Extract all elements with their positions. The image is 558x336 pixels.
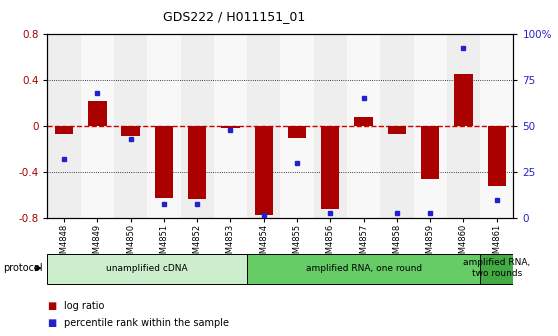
Bar <box>480 254 513 284</box>
Bar <box>321 126 339 209</box>
Text: amplified RNA,
two rounds: amplified RNA, two rounds <box>463 258 530 278</box>
Bar <box>247 34 280 218</box>
Bar <box>147 34 181 218</box>
Bar <box>480 34 513 218</box>
Bar <box>354 117 373 126</box>
Text: ■: ■ <box>47 301 57 311</box>
Bar <box>47 34 81 218</box>
Bar <box>214 34 247 218</box>
Text: log ratio: log ratio <box>64 301 104 311</box>
Bar <box>81 34 114 218</box>
Text: GDS222 / H011151_01: GDS222 / H011151_01 <box>163 10 305 23</box>
Text: unamplified cDNA: unamplified cDNA <box>107 264 188 272</box>
Bar <box>47 254 247 284</box>
Bar <box>314 34 347 218</box>
Text: amplified RNA, one round: amplified RNA, one round <box>306 264 422 272</box>
Bar <box>114 34 147 218</box>
Bar <box>380 34 413 218</box>
Bar <box>347 34 380 218</box>
Bar <box>188 126 206 199</box>
Bar <box>488 126 506 186</box>
Bar <box>388 126 406 134</box>
Bar <box>88 100 107 126</box>
Bar <box>288 126 306 137</box>
Bar <box>421 126 439 179</box>
Bar <box>447 34 480 218</box>
Bar <box>413 34 447 218</box>
Bar <box>454 74 473 126</box>
Bar <box>122 126 140 136</box>
Bar <box>280 34 314 218</box>
Text: percentile rank within the sample: percentile rank within the sample <box>64 318 229 328</box>
Bar <box>222 126 239 128</box>
Bar <box>55 126 73 134</box>
Bar <box>181 34 214 218</box>
Bar <box>155 126 173 198</box>
Text: protocol: protocol <box>3 263 42 273</box>
Text: ■: ■ <box>47 318 57 328</box>
Bar <box>247 254 480 284</box>
Bar <box>254 126 273 215</box>
